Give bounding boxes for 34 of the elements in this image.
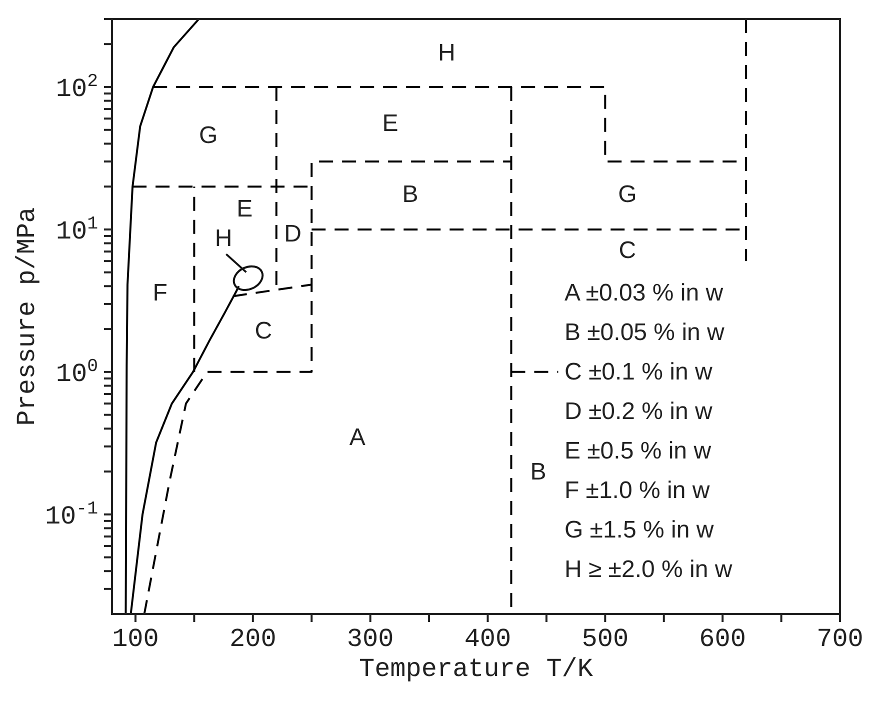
x-tick-label: 500 <box>582 624 629 654</box>
annotation: G ±1.5 % in w <box>564 516 714 544</box>
annotation: G <box>618 180 637 208</box>
x-tick-label: 200 <box>229 624 276 654</box>
annotation: G <box>198 122 218 150</box>
x-tick-label: 100 <box>112 624 159 654</box>
y-tick-label: 10$^{0}$ <box>56 356 98 389</box>
y-tick-label: 10$^{1}$ <box>56 214 98 246</box>
annotation: B <box>530 458 546 486</box>
annotation: C ±0.1 % in w <box>564 358 714 386</box>
x-tick-label: 700 <box>816 624 864 654</box>
annotation: E ±0.5 % in w <box>564 438 712 465</box>
annotation: F ±1.0 % in w <box>564 477 710 504</box>
annotation: B ±0.05 % in w <box>564 319 726 346</box>
y-tick-label: 10$^{-1}$ <box>44 499 98 532</box>
x-tick-label: 600 <box>699 624 746 654</box>
annotation: H ≥ ±2.0 % in w <box>564 556 733 584</box>
annotation: H <box>438 39 456 66</box>
annotation: D ±0.2 % in w <box>564 398 714 426</box>
annotation: B <box>402 180 418 208</box>
y-tick-label: 10$^{2}$ <box>56 72 98 104</box>
annotation: C <box>618 236 636 264</box>
x-tick-label: 400 <box>464 624 512 654</box>
annotation: E <box>382 110 398 137</box>
x-axis-title: Temperature T/K <box>358 654 594 684</box>
annotation: C <box>254 318 272 345</box>
annotation: E <box>236 196 253 223</box>
annotation: F <box>152 280 168 307</box>
annotation: H <box>214 225 232 252</box>
annotation: A ±0.03 % in w <box>564 280 724 307</box>
annotation: A <box>349 424 366 451</box>
x-tick-label: 300 <box>346 624 394 654</box>
y-axis-title: Pressure p/MPa <box>12 207 42 426</box>
annotation: D <box>284 220 302 248</box>
